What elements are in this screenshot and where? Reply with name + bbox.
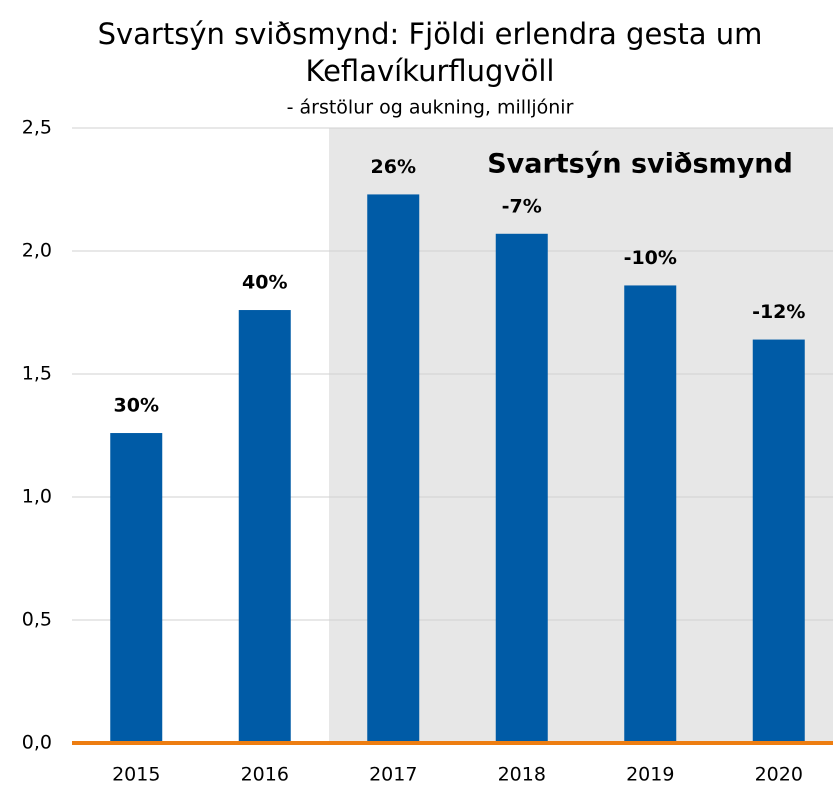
- bar-annotation: -12%: [752, 301, 805, 323]
- shaded-label: Svartsýn sviðsmynd: [487, 149, 793, 180]
- y-tick-label: 1,5: [22, 363, 52, 385]
- bar: [752, 339, 805, 743]
- bar: [495, 233, 548, 743]
- chart-title: Svartsýn sviðsmynd: Fjöldi erlendra gest…: [98, 17, 763, 51]
- bar-annotation: -7%: [502, 195, 542, 217]
- chart-subtitle: - árstölur og aukning, milljónir: [287, 97, 574, 119]
- y-tick-label: 2,5: [22, 117, 52, 139]
- bar-annotation: 26%: [371, 156, 416, 178]
- y-tick-label: 0,5: [22, 609, 52, 631]
- chart-title: Keflavíkurflugvöll: [306, 54, 555, 88]
- bar: [238, 310, 291, 743]
- x-tick-label: 2019: [626, 764, 674, 786]
- y-tick-label: 2,0: [22, 240, 52, 262]
- bar-annotation: 40%: [242, 272, 287, 294]
- bar-annotation: -10%: [624, 247, 677, 269]
- y-tick-label: 0,0: [22, 732, 52, 754]
- x-tick-label: 2020: [755, 764, 803, 786]
- bar-annotation: 30%: [114, 395, 159, 417]
- x-tick-label: 2015: [112, 764, 160, 786]
- bar: [367, 194, 420, 744]
- y-tick-label: 1,0: [22, 486, 52, 508]
- x-tick-label: 2016: [241, 764, 289, 786]
- bar: [624, 285, 677, 743]
- x-tick-label: 2017: [369, 764, 417, 786]
- bar: [110, 433, 163, 743]
- x-tick-label: 2018: [498, 764, 546, 786]
